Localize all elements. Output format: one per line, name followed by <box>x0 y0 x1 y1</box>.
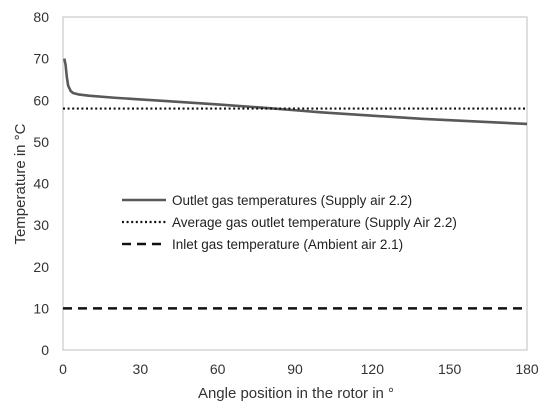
y-tick-label: 30 <box>33 217 49 233</box>
x-tick-label: 180 <box>515 361 539 377</box>
x-tick-label: 120 <box>361 361 385 377</box>
legend-entry-3: Inlet gas temperature (Ambient air 2.1) <box>172 237 403 252</box>
x-axis-title: Angle position in the rotor in ° <box>198 385 394 402</box>
y-axis-title: Temperature in °C <box>12 123 29 244</box>
y-tick-label: 80 <box>33 9 49 25</box>
plot-area-border <box>62 16 528 351</box>
y-tick-label: 0 <box>41 342 49 358</box>
legend: Outlet gas temperatures (Supply air 2.2)… <box>122 193 457 252</box>
x-tick-label: 60 <box>210 361 226 377</box>
y-tick-label: 20 <box>33 259 49 275</box>
y-tick-label: 10 <box>33 300 49 316</box>
x-tick-label: 90 <box>287 361 303 377</box>
y-tick-label: 70 <box>33 51 49 67</box>
x-tick-label: 30 <box>133 361 149 377</box>
y-tick-label: 60 <box>33 92 49 108</box>
x-tick-label: 150 <box>438 361 462 377</box>
legend-entry-1: Outlet gas temperatures (Supply air 2.2) <box>172 193 412 208</box>
y-tick-label: 50 <box>33 134 49 150</box>
legend-entry-2: Average gas outlet temperature (Supply A… <box>172 215 457 230</box>
x-tick-label: 0 <box>59 361 67 377</box>
series-line-1 <box>63 58 528 126</box>
y-tick-label: 40 <box>33 176 49 192</box>
